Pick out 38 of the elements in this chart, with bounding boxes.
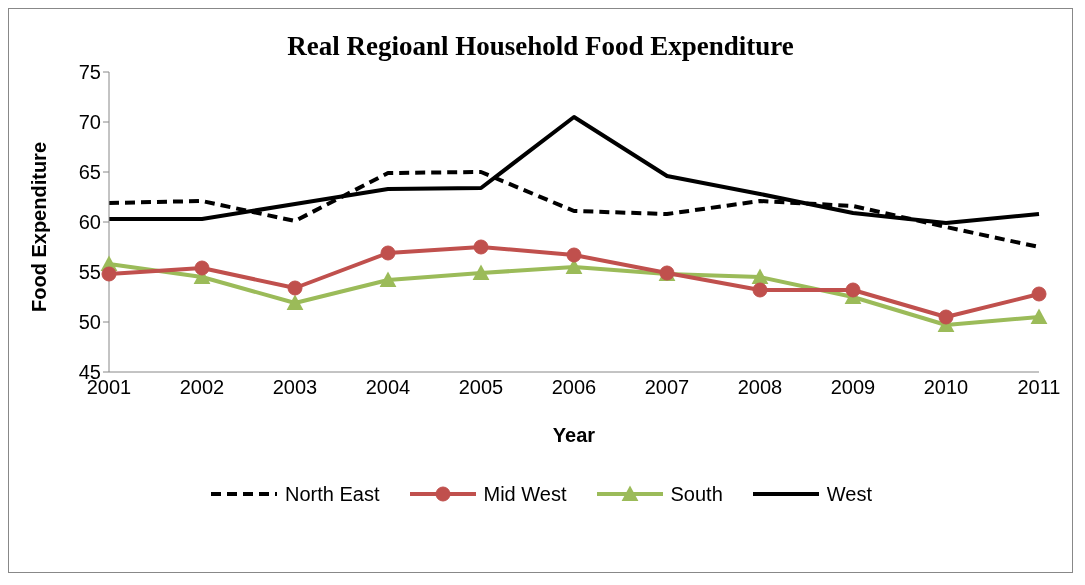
y-tick-label: 55 <box>78 261 101 284</box>
x-tick-label: 2006 <box>551 376 597 399</box>
point <box>379 271 397 287</box>
y-tick-label: 75 <box>78 61 101 84</box>
y-tick-label: 70 <box>78 111 101 134</box>
x-tick-label: 2005 <box>458 376 504 399</box>
point <box>473 239 489 255</box>
point <box>1030 308 1048 324</box>
legend-label: South <box>670 482 723 506</box>
x-tick-label: 2003 <box>272 376 318 399</box>
point <box>194 260 210 276</box>
x-tick-label: 2004 <box>365 376 411 399</box>
y-axis-title: Food Expenditure <box>28 142 51 312</box>
point <box>472 264 490 280</box>
point <box>751 268 769 284</box>
x-tick-label: 2010 <box>923 376 969 399</box>
x-tick-label: 2008 <box>737 376 783 399</box>
x-axis-title: Year <box>552 424 596 446</box>
x-tick-label: 2007 <box>644 376 690 399</box>
x-tick-label: 2002 <box>179 376 225 399</box>
x-tick-label: 2011 <box>1017 376 1061 399</box>
point <box>845 282 861 298</box>
point <box>380 245 396 261</box>
x-tick-label: 2009 <box>830 376 876 399</box>
point <box>287 280 303 296</box>
point <box>938 309 954 325</box>
y-tick-label: 50 <box>78 311 101 334</box>
y-tick-label: 65 <box>78 161 101 184</box>
legend-label: North East <box>285 482 380 506</box>
point <box>101 266 117 282</box>
legend-label: Mid West <box>483 482 567 506</box>
point <box>752 282 768 298</box>
point <box>566 247 582 263</box>
legend-label: West <box>826 482 872 506</box>
point <box>1031 286 1047 302</box>
y-tick-label: 60 <box>78 211 101 234</box>
point <box>286 294 304 310</box>
chart-title: Real Regioanl Household Food Expenditure <box>286 31 795 62</box>
